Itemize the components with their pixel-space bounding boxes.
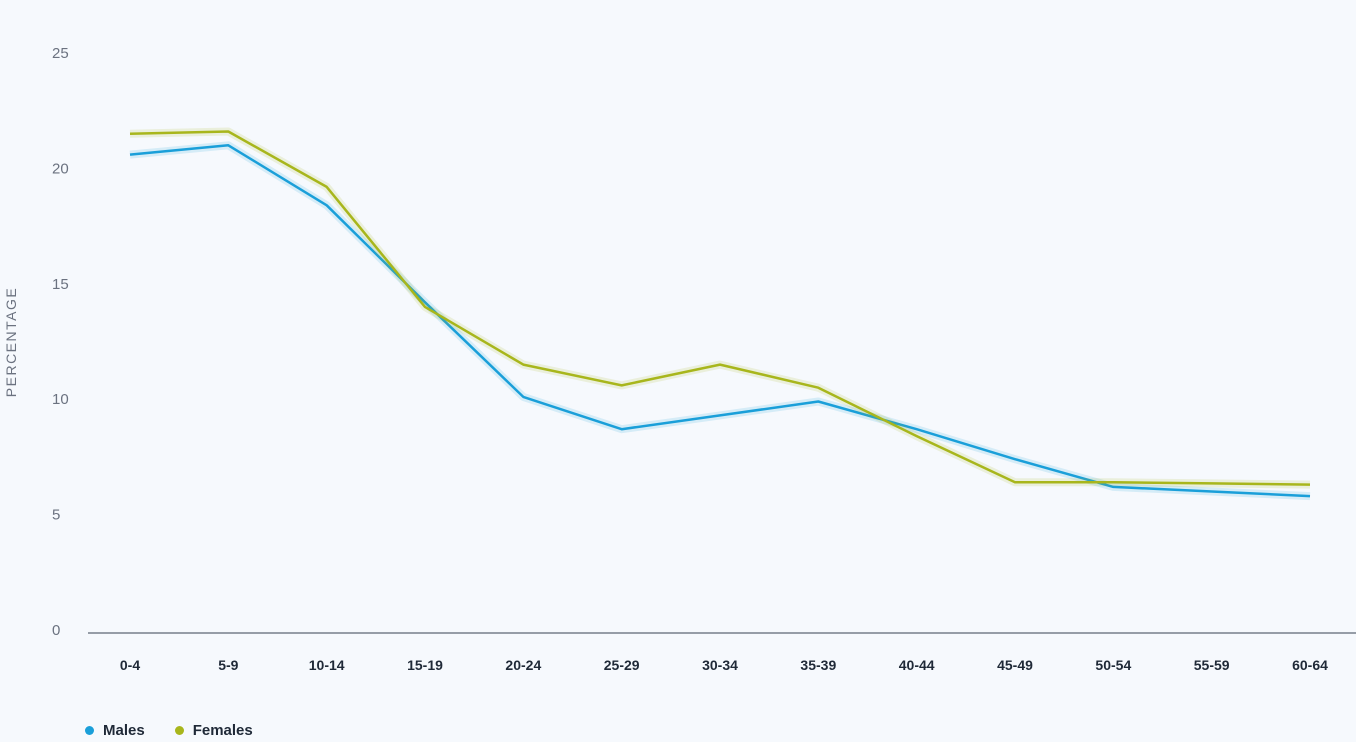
- x-tick-label: 25-29: [604, 657, 640, 673]
- y-tick-label: 20: [52, 160, 69, 177]
- y-tick-label: 25: [52, 45, 69, 62]
- x-tick-label: 60-64: [1292, 657, 1328, 673]
- x-tick-label: 55-59: [1194, 657, 1230, 673]
- legend-item-females[interactable]: Females: [174, 722, 253, 739]
- x-tick-label: 0-4: [120, 657, 140, 673]
- series-line-females[interactable]: [129, 130, 1311, 486]
- y-tick-label: 0: [52, 622, 60, 639]
- legend-item-males[interactable]: Males: [85, 722, 145, 739]
- x-tick-label: 30-34: [702, 657, 738, 673]
- series-glow-females: [129, 127, 1311, 489]
- y-tick-label: 10: [52, 391, 69, 408]
- y-tick-label: 15: [52, 276, 69, 293]
- legend: Males Females: [85, 722, 253, 739]
- x-tick-label: 40-44: [899, 657, 935, 673]
- x-tick-label: 50-54: [1095, 657, 1131, 673]
- x-tick-label: 20-24: [505, 657, 541, 673]
- y-axis-title: PERCENTAGE: [3, 287, 19, 397]
- legend-label-females: Females: [192, 722, 253, 739]
- y-axis-ticks: 0 5 10 15 20 25: [52, 45, 69, 639]
- x-tick-label: 15-19: [407, 657, 443, 673]
- y-tick-label: 5: [52, 507, 60, 524]
- line-chart: 0 5 10 15 20 25 PERCENTAGE 0-4 5-9 10-14 15-19 20…: [3, 45, 1356, 673]
- x-tick-label: 10-14: [309, 657, 345, 673]
- x-axis-ticks: 0-4 5-9 10-14 15-19 20-24 25-29 30-34 35-39 40-4…: [120, 657, 1328, 673]
- series-line-males[interactable]: [129, 144, 1311, 498]
- series-glow-males: [129, 141, 1311, 501]
- males-color-dot: [85, 726, 94, 735]
- legend-label-males: Males: [103, 722, 145, 739]
- females-color-dot: [174, 726, 184, 735]
- series-layer: [129, 127, 1311, 501]
- x-tick-label: 5-9: [218, 657, 238, 673]
- x-tick-label: 35-39: [800, 657, 836, 673]
- x-tick-label: 45-49: [997, 657, 1033, 673]
